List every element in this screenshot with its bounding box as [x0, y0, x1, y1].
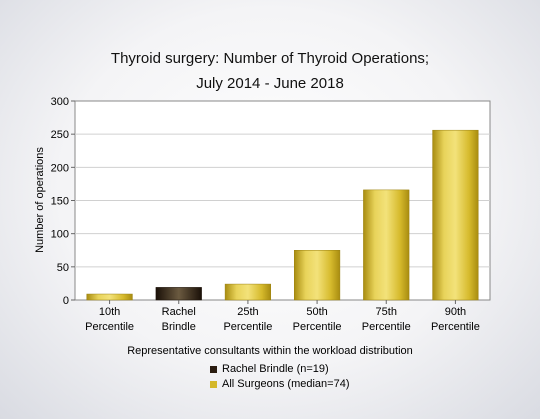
bar-2 [224, 283, 271, 301]
x-tick-label: Percentile [85, 321, 134, 333]
legend-swatch-consultant [210, 365, 217, 373]
x-tick-label: 10th [99, 306, 120, 318]
x-tick-label: Percentile [431, 321, 480, 333]
x-tick-label: Percentile [293, 321, 342, 333]
y-tick-label: 200 [51, 162, 69, 174]
x-tick-label: 50th [306, 306, 327, 318]
x-tick-label: Percentile [362, 321, 411, 333]
x-tick-label: 25th [237, 306, 258, 318]
x-tick-label: Brindle [162, 321, 196, 333]
chart-title: Thyroid surgery: Number of Thyroid Opera… [110, 50, 430, 67]
legend-label-all-surgeons: All Surgeons (median=74) [222, 378, 350, 390]
y-axis-label: Number of operations [34, 147, 46, 253]
bar-1 [155, 287, 202, 301]
y-tick-label: 50 [57, 262, 69, 274]
bar-5 [432, 129, 479, 301]
x-tick-label: Percentile [223, 321, 272, 333]
y-tick-label: 100 [51, 229, 69, 241]
legend-item-all-surgeons: All Surgeons (median=74) [210, 378, 350, 390]
y-tick-label: 150 [51, 196, 69, 208]
y-tick-label: 300 [51, 96, 69, 108]
bar-4 [363, 189, 410, 301]
chart-subtitle: July 2014 - June 2018 [196, 75, 344, 92]
legend-swatch-all-surgeons [210, 380, 217, 388]
x-tick-label: Rachel [162, 306, 196, 318]
y-tick-label: 0 [63, 295, 69, 307]
legend-label-consultant: Rachel Brindle (n=19) [222, 363, 329, 375]
bar-0 [86, 293, 133, 301]
x-axis-label: Representative consultants within the wo… [127, 345, 413, 357]
bar-3 [294, 250, 341, 301]
legend-item-consultant: Rachel Brindle (n=19) [210, 363, 329, 375]
x-tick-label: 75th [376, 306, 397, 318]
x-tick-label: 90th [445, 306, 466, 318]
y-tick-label: 250 [51, 129, 69, 141]
